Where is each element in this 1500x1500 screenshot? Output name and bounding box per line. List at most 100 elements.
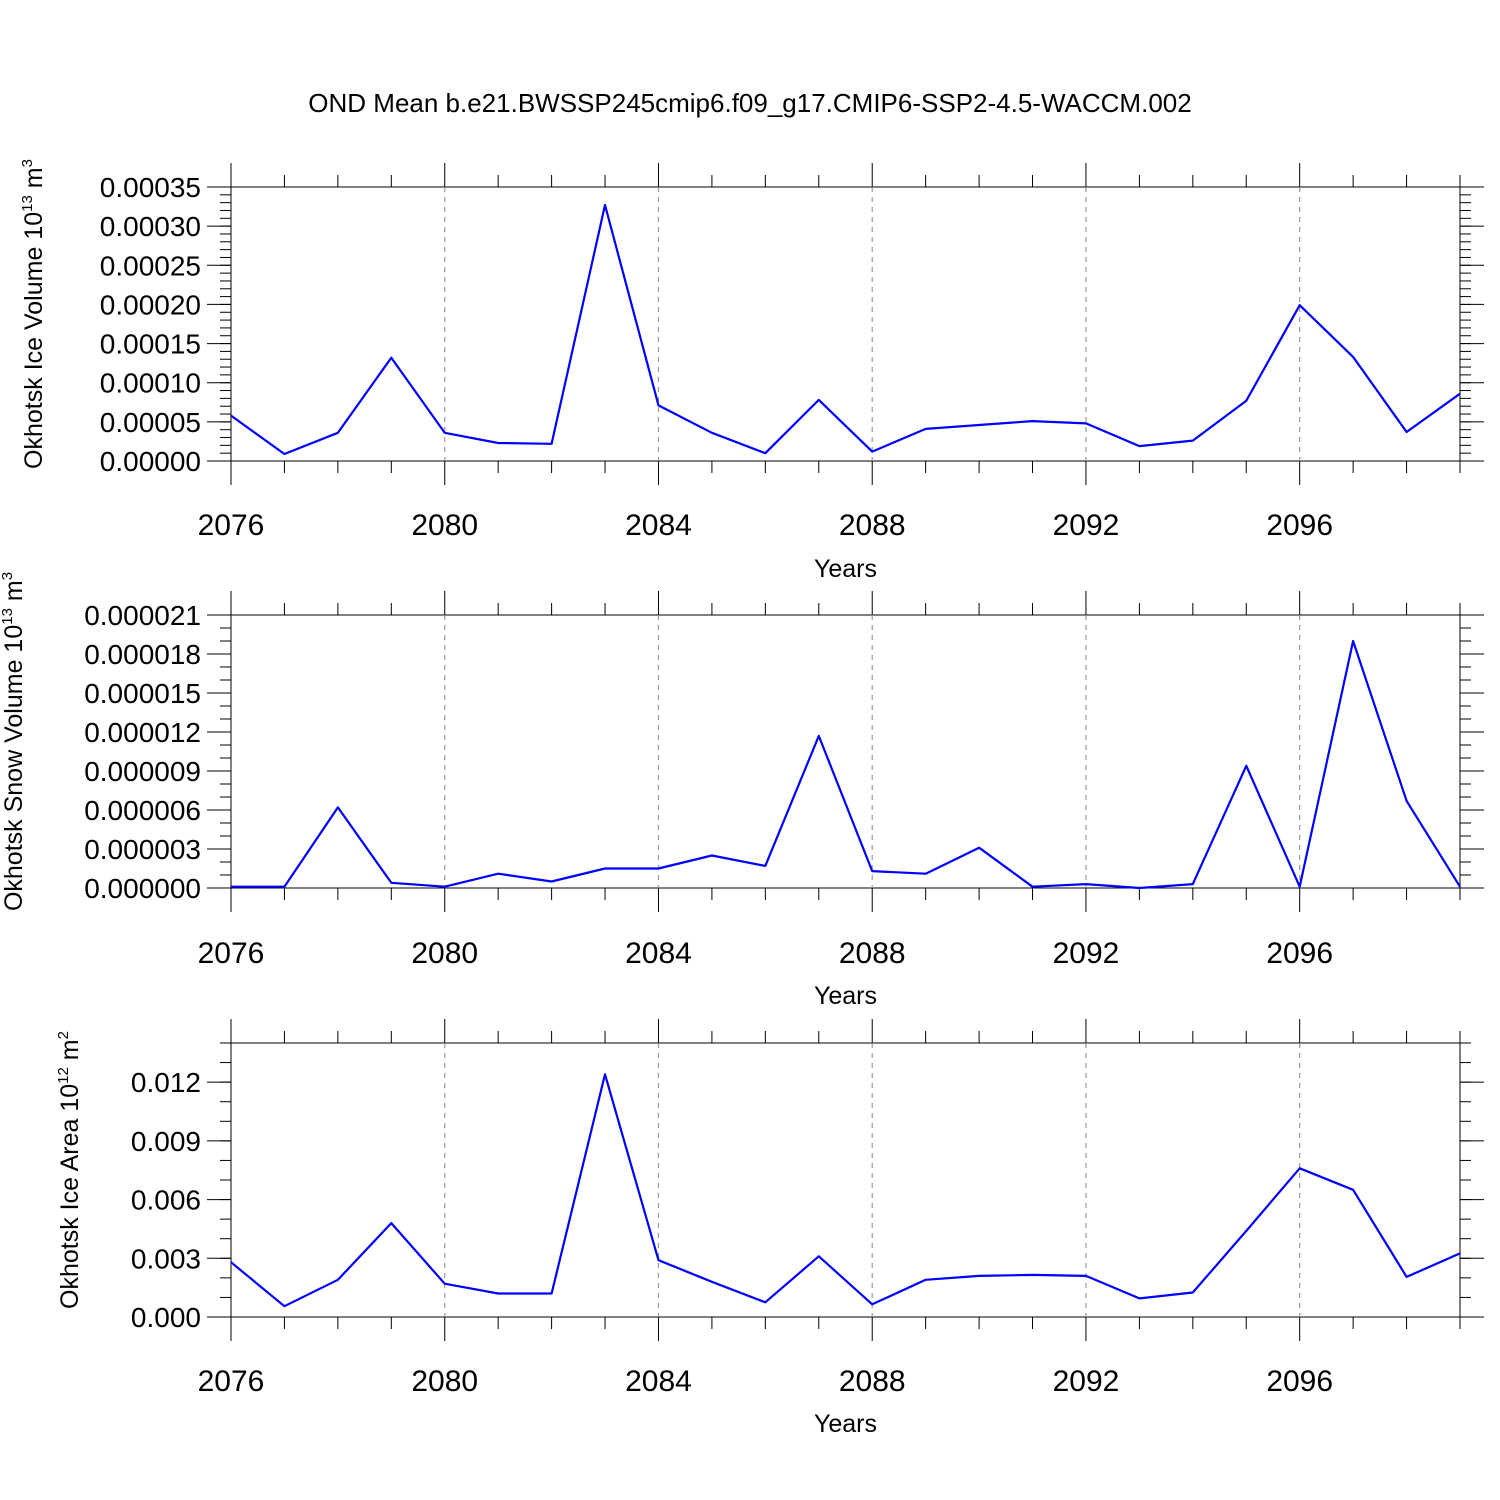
data-point (231, 415, 232, 416)
plot-frame (230, 1042, 1461, 1318)
data-point (444, 432, 445, 433)
data-point (551, 881, 552, 882)
y-axis-label: Okhotsk Snow Volume 1013 m3 (0, 572, 28, 911)
x-tick-label: 2088 (839, 937, 906, 970)
chart-panel-2: 0.000000 0.000003 0.000006 0.000009 0.000012… (0, 572, 1484, 1010)
x-tick-label: 2092 (1053, 509, 1120, 542)
y-tick-label: 0.006 (131, 1185, 201, 1216)
data-point (711, 432, 712, 433)
data-point (979, 1275, 980, 1276)
data-point (925, 873, 926, 874)
data-point (498, 442, 499, 443)
y-tick-label: 0.000012 (84, 717, 201, 748)
data-point (658, 868, 659, 869)
data-point (765, 453, 766, 454)
data-point (1246, 765, 1247, 766)
x-tick-label: 2080 (411, 1365, 478, 1398)
data-point (284, 886, 285, 887)
y-tick-label: 0.00010 (100, 368, 201, 399)
data-point (231, 1262, 232, 1263)
data-point (1299, 1168, 1300, 1169)
x-tick-label: 2088 (839, 509, 906, 542)
data-point (1460, 1253, 1461, 1254)
y-tick-label: 0.00035 (100, 172, 201, 203)
x-tick-label: 2096 (1266, 1365, 1333, 1398)
data-point (1139, 888, 1140, 889)
data-point (605, 868, 606, 869)
data-point (1353, 641, 1354, 642)
y-tick-label: 0.003 (131, 1243, 201, 1274)
x-tick-label: 2080 (411, 937, 478, 970)
data-point (1353, 1189, 1354, 1190)
data-point (979, 847, 980, 848)
y-axis-label: Okhotsk Ice Volume 1013 m3 (19, 159, 48, 469)
y-tick-label: 0.00020 (100, 289, 201, 320)
y-tick-label: 0.000009 (84, 756, 201, 787)
data-point (1032, 421, 1033, 422)
data-point (658, 1260, 659, 1261)
data-point (818, 1256, 819, 1257)
series-line (231, 639, 1461, 890)
series-line (230, 1073, 1461, 1308)
data-point (658, 405, 659, 406)
x-tick-label: 2092 (1053, 1365, 1120, 1398)
data-point (1192, 1292, 1193, 1293)
data-point (444, 886, 445, 887)
y-tick-label: 0.00005 (100, 407, 201, 438)
x-tick-label: 2084 (625, 1365, 692, 1398)
data-point (391, 882, 392, 883)
data-point (1032, 1274, 1033, 1275)
x-tick-label: 2076 (198, 509, 265, 542)
data-point (1192, 440, 1193, 441)
data-point (551, 443, 552, 444)
data-point (818, 735, 819, 736)
plot-frame (230, 614, 1461, 889)
data-point (498, 1293, 499, 1294)
data-point (1085, 884, 1086, 885)
x-axis-label: Years (814, 982, 877, 1010)
data-point (1139, 1298, 1140, 1299)
y-tick-label: 0.000015 (84, 678, 201, 709)
data-point (818, 399, 819, 400)
chart-panel-1: 0.00000 0.00005 0.00010 0.00015 0.00020 0.000… (19, 159, 1484, 583)
data-point (765, 865, 766, 866)
chart-title: OND Mean b.e21.BWSSP245cmip6.f09_g17.CMI… (308, 88, 1191, 118)
x-tick-label: 2076 (198, 937, 265, 970)
y-tick-label: 0.000 (131, 1302, 201, 1333)
y-tick-label: 0.000021 (84, 600, 201, 631)
data-point (1460, 886, 1461, 887)
data-point (498, 873, 499, 874)
data-point (391, 1223, 392, 1224)
data-point (444, 1283, 445, 1284)
data-point (1085, 423, 1086, 424)
data-point (605, 205, 606, 206)
data-point (284, 1306, 285, 1307)
data-point (1299, 886, 1300, 887)
data-point (1246, 1230, 1247, 1231)
x-axis-label: Years (814, 1410, 877, 1438)
data-point (979, 424, 980, 425)
data-point (337, 432, 338, 433)
data-point (1353, 356, 1354, 357)
x-tick-label: 2096 (1266, 509, 1333, 542)
data-point (284, 453, 285, 454)
y-tick-label: 0.000000 (84, 873, 201, 904)
data-point (1406, 432, 1407, 433)
data-point (925, 428, 926, 429)
data-point (872, 1304, 873, 1305)
data-point (872, 871, 873, 872)
x-tick-label: 2084 (625, 937, 692, 970)
x-axis-label: Years (814, 555, 877, 583)
y-tick-label: 0.000003 (84, 834, 201, 865)
data-point (925, 1279, 926, 1280)
chart-panel-3: 0.000 0.003 0.006 0.009 0.012 2076 2080 2084 208… (55, 1019, 1484, 1438)
data-point (1192, 884, 1193, 885)
data-point (551, 1293, 552, 1294)
data-point (605, 1074, 606, 1075)
data-point (337, 807, 338, 808)
data-point (872, 451, 873, 452)
y-tick-label: 0.012 (131, 1067, 201, 1098)
series-line (230, 203, 1461, 456)
data-point (1139, 446, 1140, 447)
